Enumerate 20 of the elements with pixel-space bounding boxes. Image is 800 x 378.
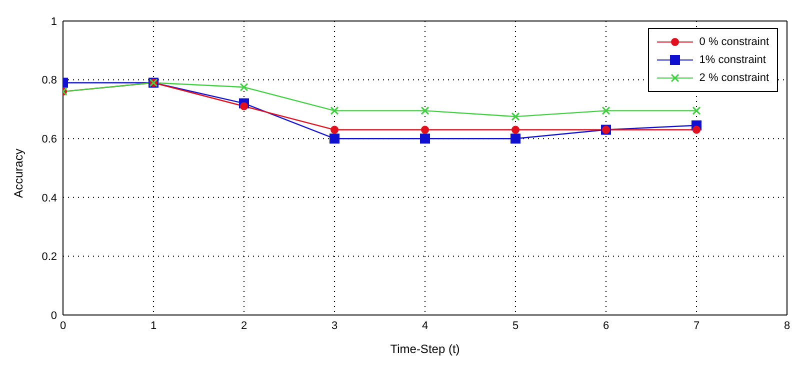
- x-tick-label: 2: [240, 320, 248, 332]
- y-tick-label: 0.4: [42, 192, 57, 204]
- legend-label: 1% constraint: [699, 53, 766, 68]
- x-tick-label: 1: [150, 320, 157, 332]
- x-tick-label: 5: [512, 320, 519, 332]
- legend-label: 0 % constraint: [699, 35, 769, 50]
- legend-label: 2 % constraint: [699, 71, 769, 86]
- y-axis-title: Accuracy: [11, 148, 26, 198]
- y-tick-label: 0: [50, 310, 57, 322]
- y-tick-label: 0.8: [42, 74, 57, 87]
- x-tick-label: 7: [693, 320, 700, 332]
- x-tick-label: 0: [60, 320, 66, 332]
- y-tick-label: 1: [50, 16, 57, 28]
- y-tick-label: 0.6: [42, 134, 57, 146]
- x-axis-title: Time-Step (t): [390, 342, 460, 356]
- y-tick-label: 0.2: [42, 251, 57, 264]
- x-tick-label: 3: [331, 320, 338, 332]
- x-tick-label: 6: [602, 320, 610, 332]
- x-tick-label: 4: [422, 320, 428, 332]
- x-tick-label: 8: [784, 320, 790, 332]
